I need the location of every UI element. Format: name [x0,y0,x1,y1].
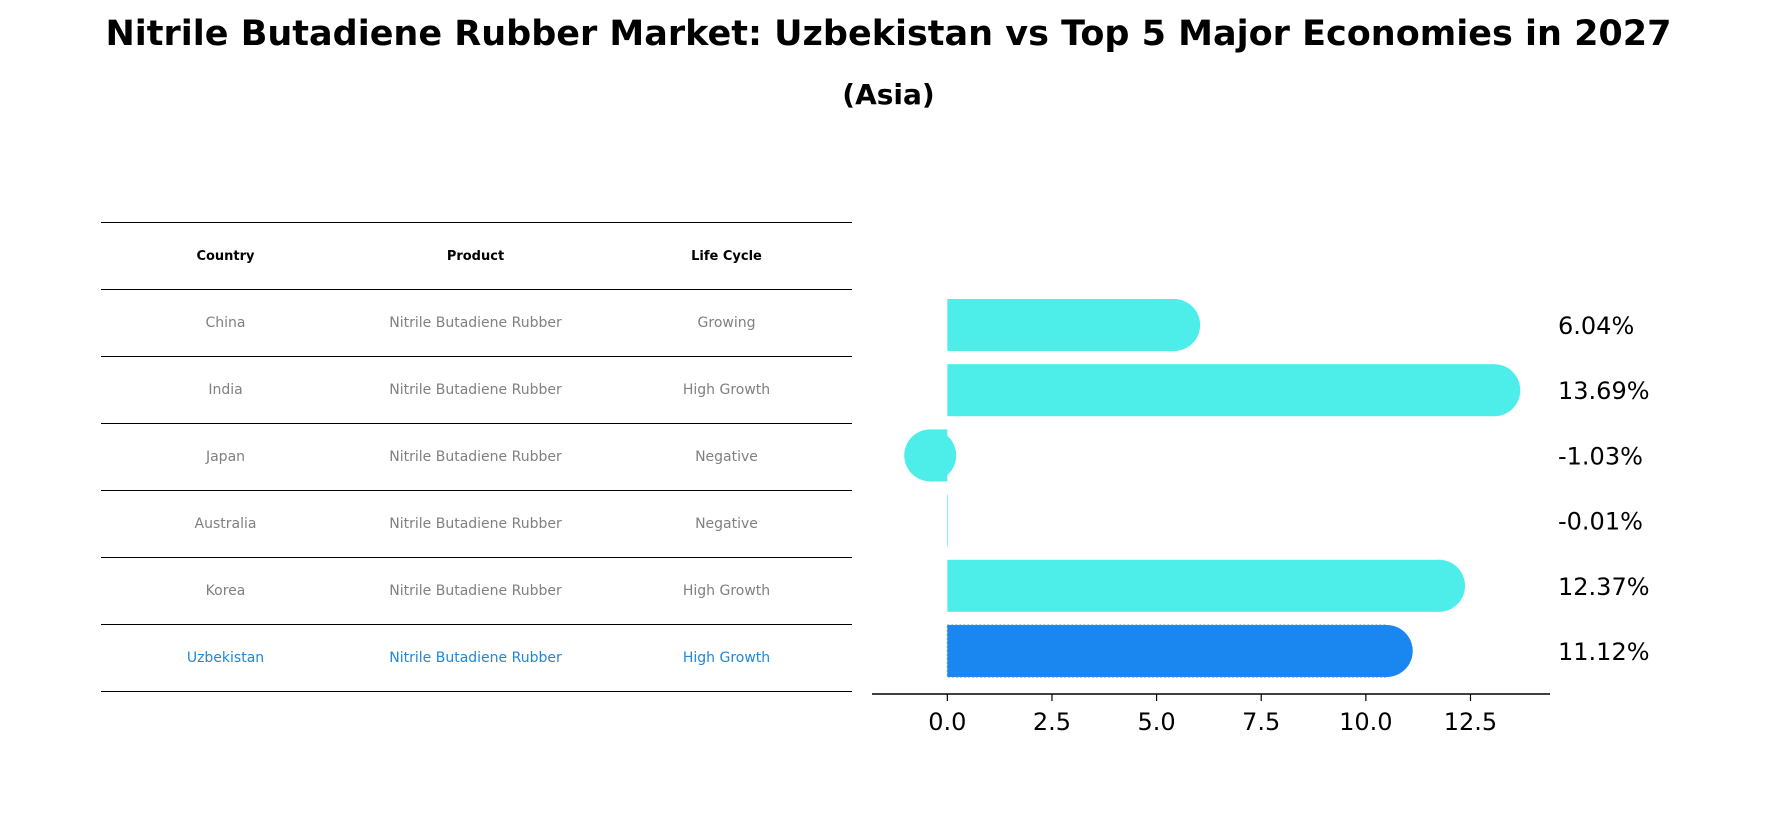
cell-country: China [101,289,350,357]
header-country: Country [101,222,350,290]
cell-life-cycle: High Growth [601,356,852,424]
bar-uzbekistan [946,624,1413,678]
value-label: 6.04% [1558,312,1634,340]
cell-product: Nitrile Butadiene Rubber [350,423,601,491]
cell-product: Nitrile Butadiene Rubber [350,624,601,692]
cell-country: Korea [101,557,350,625]
table-row: India Nitrile Butadiene Rubber High Grow… [101,356,852,424]
bar-india [947,364,1521,417]
x-tick-label: 0.0 [928,708,966,736]
bar-australia [947,494,948,547]
header-product: Product [350,222,601,290]
chart-title: Nitrile Butadiene Rubber Market: Uzbekis… [105,14,1672,54]
bar-korea [947,559,1466,612]
cell-country: Japan [101,423,350,491]
x-tick-label: 5.0 [1138,708,1176,736]
x-tick-label: 7.5 [1242,708,1280,736]
market-table: Country Product Life Cycle China Nitrile… [101,222,852,692]
value-label: 11.12% [1558,638,1650,666]
cell-life-cycle: Growing [601,289,852,357]
cell-country: Australia [101,490,350,558]
table-row: Australia Nitrile Butadiene Rubber Negat… [101,490,852,558]
cell-country: Uzbekistan [101,624,350,692]
cell-life-cycle: Negative [601,423,852,491]
x-tick-label: 12.5 [1444,708,1497,736]
cell-life-cycle: High Growth [601,557,852,625]
table-row-highlight: Uzbekistan Nitrile Butadiene Rubber High… [101,624,852,692]
table-row: Korea Nitrile Butadiene Rubber High Grow… [101,557,852,625]
table-header-row: Country Product Life Cycle [101,222,852,290]
header-life-cycle: Life Cycle [601,222,852,290]
x-tick-label: 2.5 [1033,708,1071,736]
bar-china [947,299,1201,351]
cell-country: India [101,356,350,424]
value-label: -1.03% [1558,442,1643,470]
value-label: 13.69% [1558,377,1650,405]
cell-life-cycle: High Growth [601,624,852,692]
x-tick-label: 10.0 [1339,708,1392,736]
value-label: -0.01% [1558,508,1643,536]
table-row: China Nitrile Butadiene Rubber Growing [101,289,852,357]
cell-product: Nitrile Butadiene Rubber [350,289,601,357]
cell-product: Nitrile Butadiene Rubber [350,356,601,424]
value-label: 12.37% [1558,573,1650,601]
cell-life-cycle: Negative [601,490,852,558]
table-row: Japan Nitrile Butadiene Rubber Negative [101,423,852,491]
bar-japan [904,429,957,482]
cell-product: Nitrile Butadiene Rubber [350,490,601,558]
chart-subtitle: (Asia) [842,78,935,111]
